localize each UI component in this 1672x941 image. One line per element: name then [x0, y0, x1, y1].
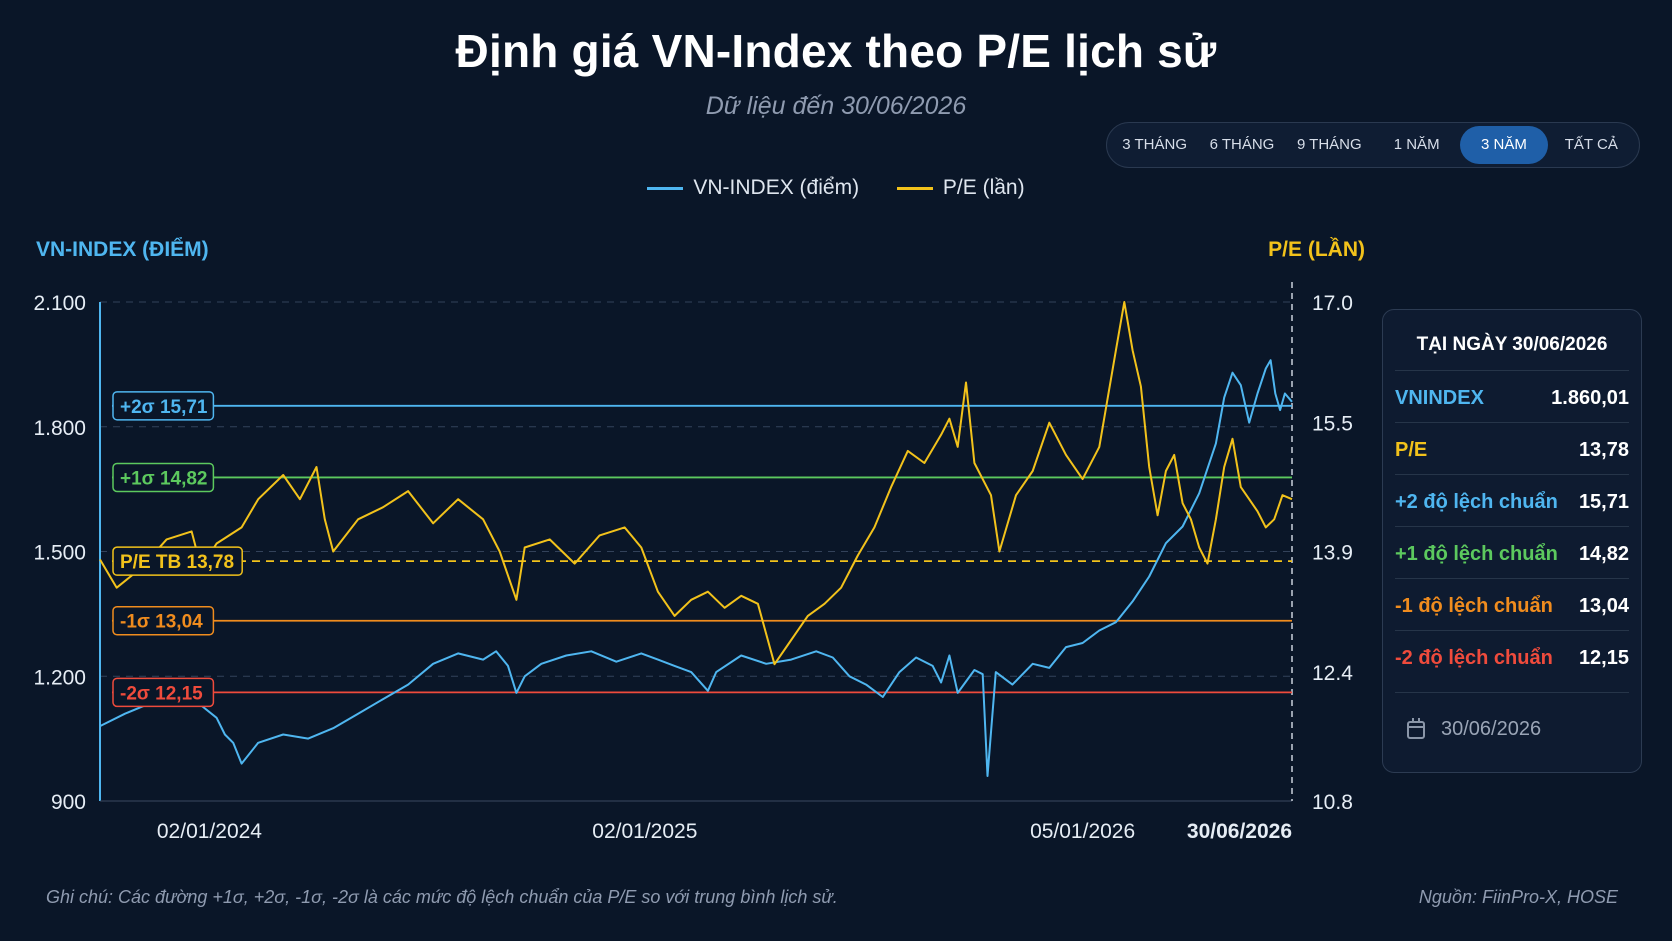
range-button-5[interactable]: TẤT CẢ — [1564, 136, 1618, 153]
info-row-label: +2 độ lệch chuẩn — [1395, 491, 1558, 513]
right-tick-label: 12.4 — [1312, 662, 1353, 685]
info-row-label: VNINDEX — [1395, 387, 1484, 409]
x-tick-label: 05/01/2026 — [1030, 820, 1135, 843]
info-row-label: +1 độ lệch chuẩn — [1395, 543, 1558, 565]
line-chart: 900 1.200 1.500 1.800 2.100 10.8 12.4 13.9 15.5 1… — [33, 282, 1353, 843]
left-tick-label: 900 — [51, 791, 86, 814]
info-row: -1 độ lệch chuẩn 13,04 — [1395, 578, 1629, 630]
range-button-1[interactable]: 6 THÁNG — [1209, 136, 1275, 153]
info-panel-date[interactable]: 30/06/2026 — [1395, 692, 1629, 748]
info-row: -2 độ lệch chuẩn 12,15 — [1395, 630, 1629, 682]
info-row-value: 13,78 — [1578, 439, 1629, 461]
reference-label: +1σ 14,82 — [120, 468, 208, 489]
right-tick-label: 17.0 — [1312, 292, 1353, 315]
reference-label-box — [112, 391, 215, 421]
reference-label-box — [112, 677, 215, 708]
info-panel-date-text: 30/06/2026 — [1441, 718, 1542, 740]
info-row: +2 độ lệch chuẩn 15,71 — [1395, 474, 1629, 526]
right-tick-label: 13.9 — [1312, 542, 1353, 565]
info-row-value: 15,71 — [1578, 491, 1629, 513]
reference-label-box — [112, 462, 215, 493]
info-row-value: 1.860,01 — [1551, 387, 1629, 409]
reference-label: P/E TB 13,78 — [120, 552, 234, 573]
source-note: Nguồn: FiinPro-X, HOSE — [1418, 887, 1618, 907]
info-row-label: -1 độ lệch chuẩn — [1395, 595, 1553, 617]
legend-item-pe[interactable]: P/E (lần) — [896, 176, 1025, 200]
time-range-selector: 3 THÁNG 6 THÁNG 9 THÁNG 1 NĂM 3 NĂM TẤT CẢ — [1106, 122, 1640, 168]
legend-label-vnindex: VN-INDEX (điểm) — [693, 176, 860, 199]
reference-label: -2σ 12,15 — [120, 683, 203, 704]
right-axis-title: P/E (LẦN) — [1268, 238, 1365, 261]
calendar-icon — [1407, 718, 1425, 739]
legend-label-pe: P/E (lần) — [942, 176, 1025, 199]
reference-label: +2σ 15,71 — [120, 397, 208, 418]
chart-legend: VN-INDEX (điểm) P/E (lần) — [0, 176, 1672, 200]
page-title: Định giá VN-Index theo P/E lịch sử — [455, 25, 1217, 77]
info-row-label: P/E — [1395, 439, 1428, 461]
info-row-label: -2 độ lệch chuẩn — [1395, 647, 1553, 669]
info-row-value: 14,82 — [1578, 543, 1629, 565]
right-tick-label: 10.8 — [1312, 791, 1353, 814]
pe-line — [99, 301, 1293, 666]
reference-label: -1σ 13,04 — [120, 612, 203, 633]
info-panel-title: TẠI NGÀY 30/06/2026 — [1416, 334, 1608, 355]
left-tick-label: 1.200 — [33, 666, 86, 689]
x-tick-label: 30/06/2026 — [1187, 820, 1292, 843]
legend-item-vnindex[interactable]: VN-INDEX (điểm) — [647, 176, 859, 200]
reference-label-box — [112, 605, 215, 636]
footnote: Ghi chú: Các đường +1σ, +2σ, -1σ, -2σ là… — [46, 887, 838, 907]
page-subtitle: Dữ liệu đến 30/06/2026 — [705, 92, 967, 120]
x-tick-label: 02/01/2025 — [592, 820, 697, 843]
x-tick-label: 02/01/2024 — [157, 820, 262, 843]
left-tick-label: 1.800 — [33, 417, 86, 440]
info-row-value: 13,04 — [1578, 595, 1629, 617]
range-button-4[interactable]: 3 NĂM — [1460, 126, 1548, 164]
left-tick-label: 1.500 — [33, 542, 86, 565]
reference-label-box — [112, 546, 243, 576]
left-axis-title: VN-INDEX (ĐIỂM) — [36, 238, 209, 261]
legend-swatch-vnindex — [647, 186, 684, 190]
range-button-2[interactable]: 9 THÁNG — [1296, 136, 1362, 153]
vnindex-line — [99, 359, 1293, 777]
info-row-value: 12,15 — [1578, 647, 1629, 669]
info-row: +1 độ lệch chuẩn 14,82 — [1395, 526, 1629, 578]
info-row: VNINDEX 1.860,01 — [1395, 370, 1629, 422]
info-panel: TẠI NGÀY 30/06/2026 VNINDEX 1.860,01 P/E 13… — [1382, 309, 1642, 773]
range-button-0[interactable]: 3 THÁNG — [1122, 136, 1188, 153]
info-row: P/E 13,78 — [1395, 422, 1629, 474]
range-button-3[interactable]: 1 NĂM — [1393, 136, 1440, 153]
left-tick-label: 2.100 — [33, 292, 86, 315]
legend-swatch-pe — [896, 186, 933, 190]
right-tick-label: 15.5 — [1312, 413, 1353, 436]
